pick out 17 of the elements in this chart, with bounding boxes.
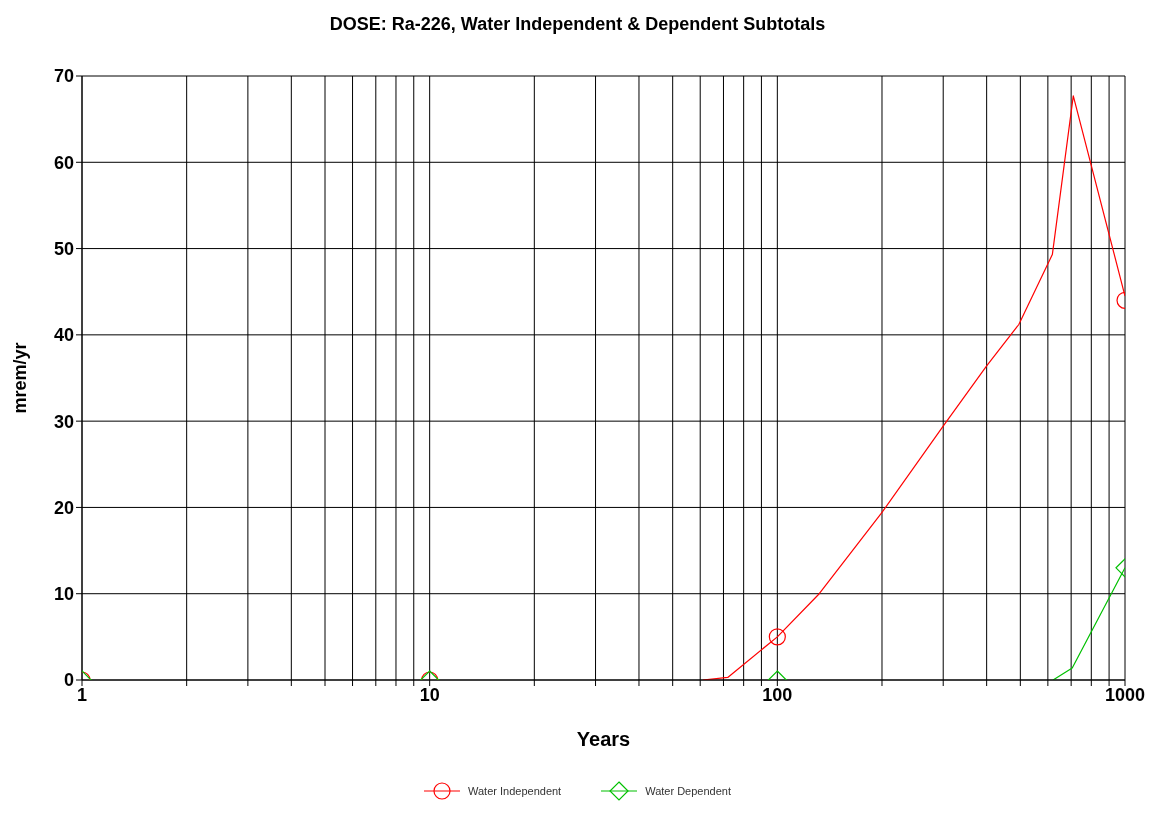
x-axis-title: Years xyxy=(576,728,631,750)
legend-label: Water Dependent xyxy=(645,785,731,797)
y-tick-label: 30 xyxy=(53,411,74,432)
y-tick-label: 20 xyxy=(53,497,74,518)
x-tick-label: 1 xyxy=(76,684,88,705)
legend-label: Water Independent xyxy=(468,785,562,797)
y-tick-label: 70 xyxy=(53,66,74,87)
y-tick-label: 0 xyxy=(63,670,74,691)
y-tick-label: 60 xyxy=(53,152,74,173)
y-axis-title: mrem/yr xyxy=(10,342,31,414)
x-tick-label: 1000 xyxy=(1104,684,1146,705)
y-tick-label: 40 xyxy=(53,325,74,346)
x-tick-label: 100 xyxy=(762,684,793,705)
y-tick-label: 10 xyxy=(53,584,74,605)
chart-title: DOSE: Ra-226, Water Independent & Dependent Subtotals xyxy=(328,13,827,36)
x-tick-label: 10 xyxy=(419,684,440,705)
y-tick-label: 50 xyxy=(53,238,74,259)
